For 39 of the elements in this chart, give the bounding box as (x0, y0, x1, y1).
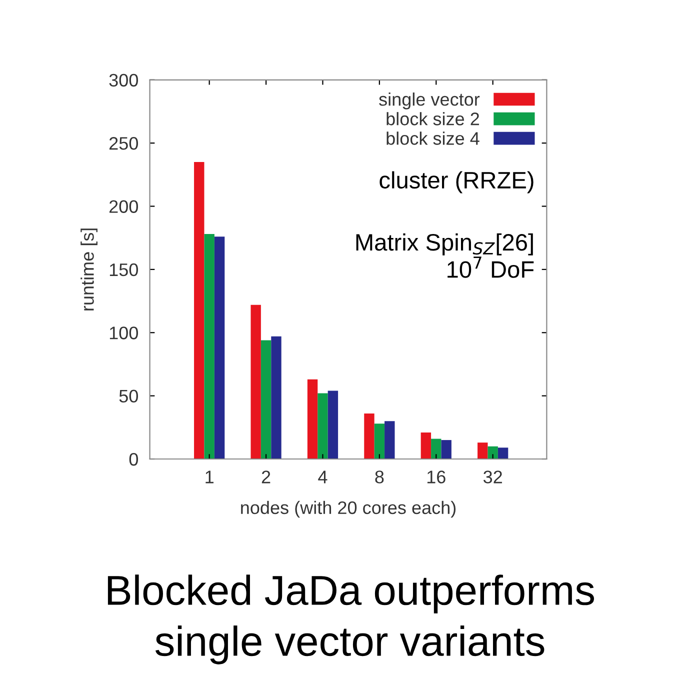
y-tick-label: 250 (109, 137, 138, 150)
x-tick-label: 2 (262, 470, 270, 484)
annotation: cluster (RRZE) (380, 171, 534, 194)
x-tick-label: 16 (427, 470, 446, 484)
bar (364, 414, 374, 460)
legend-label: block size 4 (386, 132, 480, 145)
bar (384, 421, 395, 460)
y-tick-label: 300 (109, 74, 138, 87)
x-tick-label: 4 (318, 470, 328, 484)
text: Blocked JaDa outperforms single vector variants (108, 574, 594, 664)
bar (478, 442, 488, 460)
bar (441, 440, 452, 460)
bar (214, 236, 225, 460)
x-tick-label: 1 (206, 470, 214, 484)
annotation: Matrix Spin$_{SZ}$[26] 10$^{7}$ DoF (356, 233, 534, 278)
x-axis-title: nodes (with 20 cores each) (241, 500, 456, 518)
y-tick-label: 150 (110, 263, 138, 276)
y-axis-title: runtime [s] (80, 228, 98, 310)
bar (374, 424, 385, 460)
legend-label: block size 2 (386, 112, 479, 126)
bar (204, 234, 214, 460)
x-tick-label: 32 (483, 470, 502, 484)
bar (250, 304, 261, 460)
x-tick-label: 8 (375, 470, 384, 484)
bar (307, 379, 318, 460)
y-tick-label: 100 (110, 326, 138, 340)
bar (318, 393, 328, 460)
bar (431, 438, 442, 460)
bar (420, 432, 432, 460)
bar (328, 390, 338, 460)
bar (194, 162, 204, 460)
y-tick-label: 50 (119, 390, 138, 403)
bar (271, 336, 282, 460)
y-tick-label: 0 (129, 452, 138, 466)
legend-label: single vector (379, 92, 480, 110)
y-tick-label: 200 (109, 200, 138, 213)
bar (498, 448, 508, 460)
bar (488, 446, 498, 460)
bar (260, 340, 272, 460)
